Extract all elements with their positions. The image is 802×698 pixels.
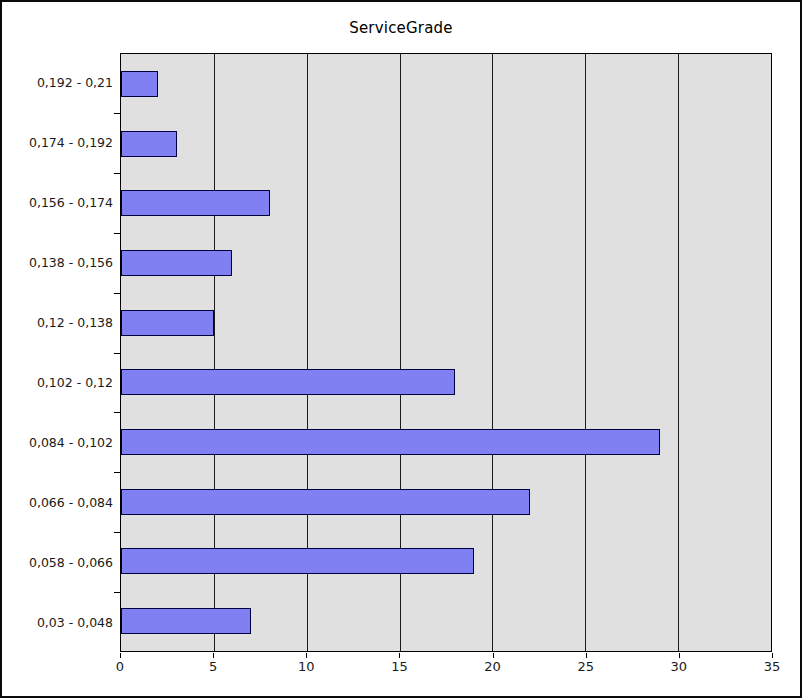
x-axis: 05101520253035	[120, 653, 772, 683]
x-tick-label: 20	[484, 659, 501, 674]
bar	[121, 608, 251, 634]
x-tick-label: 25	[577, 659, 594, 674]
bar	[121, 190, 270, 216]
plot-area	[120, 53, 772, 652]
bar	[121, 429, 660, 455]
bar-row	[121, 233, 771, 293]
y-axis-label: 0,03 - 0,048	[2, 592, 114, 652]
bar-row	[121, 293, 771, 353]
bar-row	[121, 353, 771, 413]
x-tick-label: 30	[671, 659, 688, 674]
y-axis-label: 0,084 - 0,102	[2, 412, 114, 472]
x-tick	[213, 653, 214, 658]
bar-row	[121, 173, 771, 233]
x-tick	[399, 653, 400, 658]
x-tick	[679, 653, 680, 658]
bar	[121, 310, 214, 336]
y-axis-label: 0,058 - 0,066	[2, 532, 114, 592]
bar	[121, 71, 158, 97]
x-tick-label: 35	[764, 659, 781, 674]
x-tick	[493, 653, 494, 658]
bar	[121, 131, 177, 157]
y-axis-label: 0,138 - 0,156	[2, 233, 114, 293]
bar	[121, 369, 455, 395]
chart-window: ServiceGrade 0,192 - 0,210,174 - 0,1920,…	[0, 0, 802, 698]
bar-row	[121, 532, 771, 592]
x-tick	[586, 653, 587, 658]
bar-row	[121, 591, 771, 651]
bar-row	[121, 412, 771, 472]
y-axis-label: 0,156 - 0,174	[2, 173, 114, 233]
x-tick	[306, 653, 307, 658]
bar-row	[121, 114, 771, 174]
bar-row	[121, 54, 771, 114]
bar	[121, 250, 232, 276]
chart-title: ServiceGrade	[2, 19, 800, 37]
x-tick-label: 15	[391, 659, 408, 674]
bar	[121, 489, 530, 515]
x-tick-label: 10	[298, 659, 315, 674]
y-axis-label: 0,192 - 0,21	[2, 53, 114, 113]
y-axis-label: 0,066 - 0,084	[2, 472, 114, 532]
x-tick	[772, 653, 773, 658]
y-axis-labels: 0,192 - 0,210,174 - 0,1920,156 - 0,1740,…	[2, 53, 114, 652]
y-axis-label: 0,102 - 0,12	[2, 353, 114, 413]
x-tick-label: 0	[116, 659, 124, 674]
x-tick	[120, 653, 121, 658]
y-axis-label: 0,12 - 0,138	[2, 293, 114, 353]
y-axis-label: 0,174 - 0,192	[2, 113, 114, 173]
x-tick-label: 5	[209, 659, 217, 674]
bar	[121, 548, 474, 574]
bar-row	[121, 472, 771, 532]
